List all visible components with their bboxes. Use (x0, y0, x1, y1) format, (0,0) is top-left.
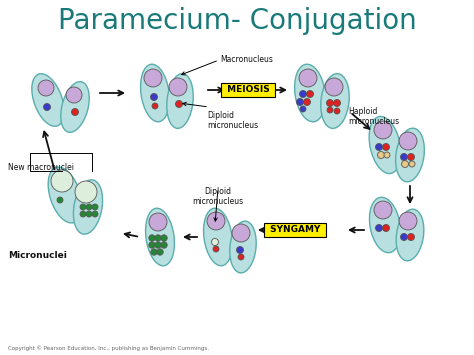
Ellipse shape (369, 116, 401, 174)
Circle shape (383, 224, 390, 231)
Ellipse shape (73, 180, 102, 234)
Ellipse shape (369, 197, 401, 253)
Ellipse shape (146, 208, 174, 266)
Ellipse shape (321, 73, 349, 129)
Circle shape (300, 91, 307, 98)
Ellipse shape (295, 64, 325, 122)
Circle shape (161, 235, 167, 241)
Circle shape (401, 234, 408, 240)
Circle shape (299, 69, 317, 87)
Circle shape (237, 246, 244, 253)
Circle shape (401, 160, 409, 168)
Circle shape (155, 242, 161, 248)
Circle shape (238, 254, 244, 260)
Circle shape (44, 104, 51, 110)
Circle shape (92, 204, 98, 210)
Circle shape (175, 100, 182, 108)
Circle shape (232, 224, 250, 242)
Circle shape (169, 78, 187, 96)
Circle shape (213, 246, 219, 252)
Circle shape (149, 235, 155, 241)
Circle shape (151, 249, 157, 255)
Text: Diploid
micronucleus: Diploid micronucleus (192, 187, 244, 206)
Circle shape (399, 132, 417, 150)
Circle shape (207, 212, 225, 230)
Circle shape (409, 161, 415, 167)
Circle shape (80, 204, 86, 210)
Text: Haploid
micronucleus: Haploid micronucleus (348, 107, 399, 126)
Circle shape (92, 211, 98, 217)
Circle shape (408, 234, 414, 240)
Circle shape (152, 103, 158, 109)
Circle shape (72, 109, 79, 115)
Circle shape (149, 242, 155, 248)
Circle shape (297, 98, 303, 105)
Ellipse shape (48, 167, 82, 223)
Circle shape (151, 93, 157, 100)
Circle shape (66, 87, 82, 103)
Text: Diploid
micronucleus: Diploid micronucleus (207, 111, 258, 130)
Circle shape (57, 197, 63, 203)
Ellipse shape (203, 208, 232, 266)
Circle shape (334, 99, 340, 106)
Text: New macronuclei: New macronuclei (8, 163, 74, 171)
Circle shape (374, 121, 392, 139)
Text: Copyright © Pearson Education, Inc., publishing as Benjamin Cummings.: Copyright © Pearson Education, Inc., pub… (8, 345, 209, 351)
Circle shape (399, 212, 417, 230)
Circle shape (377, 152, 384, 158)
Circle shape (86, 211, 92, 217)
Circle shape (161, 242, 167, 248)
Circle shape (375, 224, 383, 231)
Circle shape (334, 108, 340, 114)
Circle shape (327, 107, 333, 113)
Text: Macronucleus: Macronucleus (220, 55, 273, 64)
Circle shape (325, 78, 343, 96)
Circle shape (401, 153, 408, 160)
Circle shape (149, 213, 167, 231)
Text: Micronuclei: Micronuclei (8, 251, 67, 260)
Circle shape (86, 204, 92, 210)
Ellipse shape (230, 221, 256, 273)
Text: SYNGAMY: SYNGAMY (267, 225, 323, 235)
Ellipse shape (141, 64, 169, 122)
Circle shape (80, 211, 86, 217)
Ellipse shape (396, 209, 424, 261)
Circle shape (51, 170, 73, 192)
Circle shape (38, 80, 54, 96)
Text: MEIOSIS: MEIOSIS (224, 86, 273, 94)
Ellipse shape (167, 73, 193, 129)
Circle shape (307, 91, 313, 98)
Circle shape (383, 143, 390, 151)
Circle shape (303, 98, 310, 105)
Circle shape (157, 249, 163, 255)
Circle shape (300, 106, 306, 112)
Ellipse shape (396, 128, 424, 182)
Circle shape (327, 99, 334, 106)
Circle shape (408, 153, 414, 160)
Circle shape (375, 143, 383, 151)
Circle shape (155, 235, 161, 241)
Text: Paramecium- Conjugation: Paramecium- Conjugation (58, 7, 416, 35)
Circle shape (374, 201, 392, 219)
Circle shape (144, 69, 162, 87)
Ellipse shape (61, 82, 89, 132)
Circle shape (211, 239, 219, 246)
Circle shape (75, 181, 97, 203)
Circle shape (384, 152, 390, 158)
Ellipse shape (32, 74, 64, 126)
